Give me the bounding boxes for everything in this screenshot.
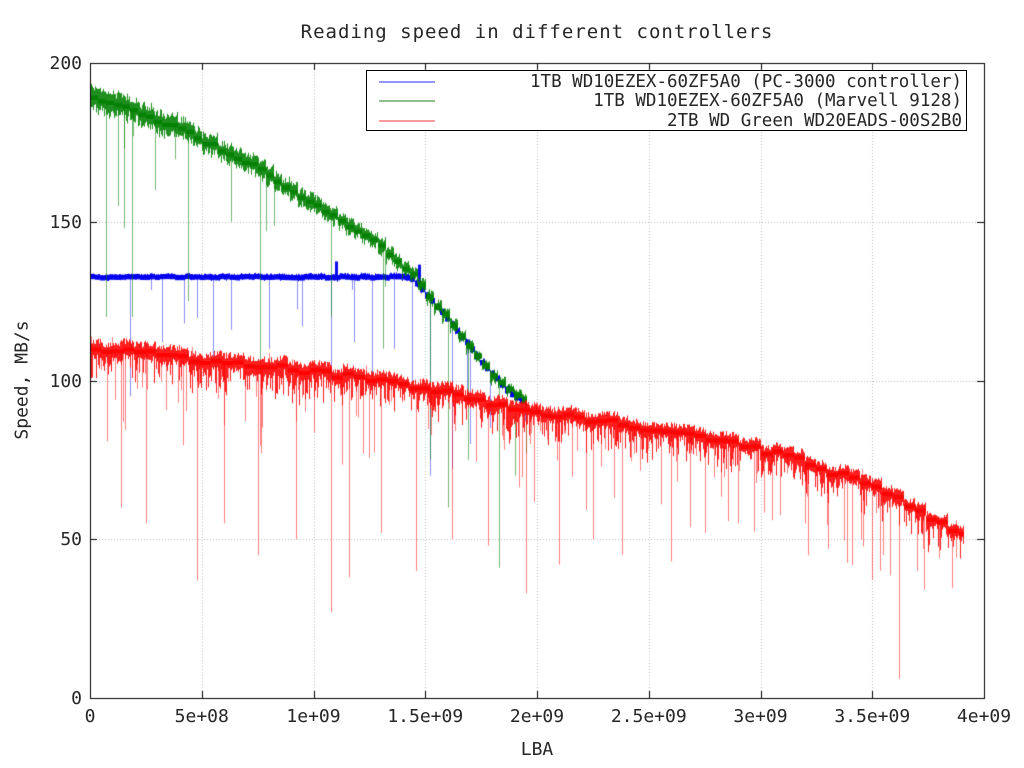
legend-line-sample [379,119,435,122]
legend-line-sample [379,100,435,103]
y-tick-label: 100 [49,370,82,392]
x-tick-label: 1.5e+09 [387,706,464,727]
legend: 1TB WD10EZEX-60ZF5A0 (PC-3000 controller… [366,70,967,131]
y-tick-label: 50 [60,529,82,551]
x-tick-label: 2e+09 [509,706,565,727]
y-tick-label: 0 [71,688,82,709]
chart-title: Reading speed in different controllers [300,21,774,43]
x-tick-label: 1e+09 [286,706,341,727]
y-tick-label: 150 [49,211,82,233]
legend-line-sample [379,80,435,83]
x-tick-label: 5e+08 [174,706,229,727]
x-tick-label: 4e+09 [956,706,1012,727]
x-axis-label: LBA [520,739,554,760]
legend-entry: 1TB WD10EZEX-60ZF5A0 (Marvell 9128) [367,91,966,112]
x-tick-label: 0 [84,706,96,727]
x-tick-label: 3.5e+09 [834,706,911,727]
legend-entry: 2TB WD Green WD20EADS-00S2B0 [367,111,966,131]
y-axis-label: Speed, MB/s [11,320,33,440]
y-tick-label: 200 [49,53,82,74]
legend-entry-label: 1TB WD10EZEX-60ZF5A0 (Marvell 9128) [593,91,962,112]
legend-entry-label: 2TB WD Green WD20EADS-00S2B0 [666,110,962,131]
x-tick-label: 3e+09 [733,706,788,727]
legend-entry: 1TB WD10EZEX-60ZF5A0 (PC-3000 controller… [367,72,966,92]
x-tick-label: 2.5e+09 [610,706,687,727]
legend-entry-label: 1TB WD10EZEX-60ZF5A0 (PC-3000 controller… [530,71,962,92]
